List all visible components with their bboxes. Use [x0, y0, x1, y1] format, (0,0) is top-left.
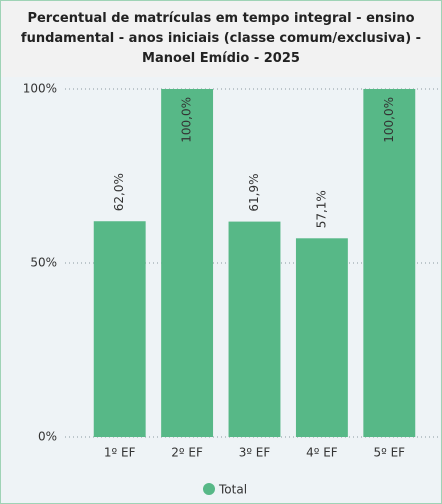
legend-marker: [203, 483, 215, 495]
data-label: 62,0%: [112, 173, 126, 211]
bar: [161, 89, 214, 437]
x-tick-label: 4º EF: [306, 446, 338, 460]
data-label: 61,9%: [247, 173, 261, 211]
data-label: 100,0%: [180, 97, 194, 143]
chart-title: Percentual de matrículas em tempo integr…: [1, 1, 441, 77]
data-label: 57,1%: [314, 190, 328, 228]
x-tick-label: 2º EF: [171, 446, 203, 460]
data-label: 100,0%: [382, 97, 396, 143]
y-tick-label: 50%: [30, 256, 57, 270]
bar: [295, 238, 348, 437]
y-tick-label: 0%: [38, 430, 57, 444]
bar: [228, 221, 281, 437]
legend-label: Total: [218, 483, 247, 497]
x-tick-label: 3º EF: [239, 446, 271, 460]
x-tick-label: 1º EF: [104, 446, 136, 460]
bar: [363, 89, 416, 437]
y-tick-label: 100%: [23, 82, 57, 96]
bar: [93, 221, 146, 437]
x-tick-label: 5º EF: [374, 446, 406, 460]
